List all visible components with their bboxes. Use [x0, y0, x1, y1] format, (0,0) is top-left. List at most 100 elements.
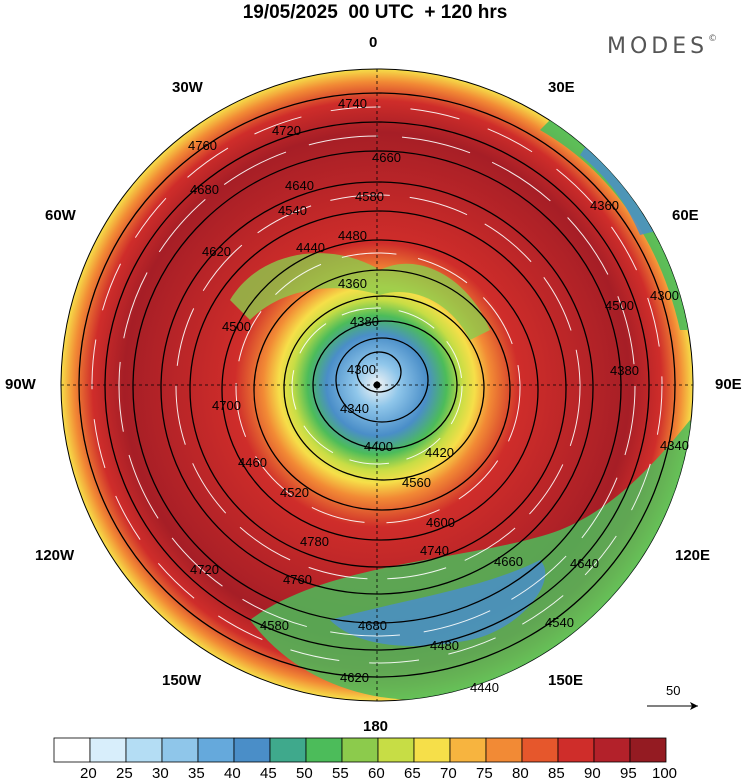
contour-label: 4680 [358, 618, 387, 633]
colorbar-label: 95 [620, 765, 637, 782]
reference-vector-label: 50 [666, 683, 681, 698]
colorbar-swatch [557, 737, 595, 763]
contour-label: 4300 [347, 362, 376, 377]
colorbar-label: 20 [80, 765, 97, 782]
contour-label: 4760 [188, 138, 217, 153]
colorbar-label: 75 [476, 765, 493, 782]
colorbar-swatch [593, 737, 631, 763]
colorbar-swatch [305, 737, 343, 763]
colorbar-swatch [449, 737, 487, 763]
contour-label: 4480 [430, 638, 459, 653]
contour-label: 4780 [300, 534, 329, 549]
colorbar-label: 100 [652, 765, 678, 782]
contour-label: 4500 [222, 319, 251, 334]
lon-label-90w: 90W [5, 376, 36, 393]
contour-label: 4380 [610, 363, 639, 378]
colorbar-label: 65 [404, 765, 421, 782]
contour-label: 4300 [650, 288, 679, 303]
brand-mark: © [708, 34, 718, 44]
lon-label-30e: 30E [548, 79, 575, 96]
lon-label-60e: 60E [672, 207, 699, 224]
contour-label: 4660 [494, 554, 523, 569]
contour-label: 4680 [190, 182, 219, 197]
colorbar-swatch [485, 737, 523, 763]
lon-label-120w: 120W [35, 547, 75, 564]
contour-label: 4520 [280, 485, 309, 500]
contour-label: 4340 [660, 438, 689, 453]
lon-label-90e: 90E [715, 376, 742, 393]
lon-label-60w: 60W [45, 207, 76, 224]
colorbar-swatch [233, 737, 271, 763]
colorbar-swatch [521, 737, 559, 763]
colorbar-swatch [89, 737, 127, 763]
colorbar-label: 40 [224, 765, 241, 782]
colorbar-label: 50 [296, 765, 313, 782]
colorbar-label: 30 [152, 765, 169, 782]
lon-label-0: 0 [369, 34, 378, 51]
contour-label: 4620 [202, 244, 231, 259]
colorbar-label: 25 [116, 765, 133, 782]
contour-label: 4720 [190, 562, 219, 577]
contour-label: 4460 [238, 455, 267, 470]
lon-label-150e: 150E [548, 672, 584, 689]
colorbar-swatch [161, 737, 199, 763]
contour-label: 4640 [285, 178, 314, 193]
colorbar-swatch [125, 737, 163, 763]
contour-label: 4420 [425, 445, 454, 460]
contour-label-layer: 4740 4720 4760 4660 4640 4580 4680 4480 4540 4620… [188, 96, 689, 695]
colorbar-label: 35 [188, 765, 205, 782]
lon-label-150w: 150W [162, 672, 202, 689]
jet-core-pacific [330, 560, 546, 646]
brand-name: MODES [607, 34, 709, 59]
contour-label: 4580 [355, 189, 384, 204]
colorbar-swatch [341, 737, 379, 763]
vortex-edge-green [230, 253, 490, 340]
colorbar-swatch [197, 737, 235, 763]
contour-label: 4540 [545, 615, 574, 630]
contour-label: 4660 [372, 150, 401, 165]
lon-label-180: 180 [363, 718, 389, 735]
contour-label: 4380 [350, 314, 379, 329]
colorbar-swatch [53, 737, 91, 763]
contour-label: 4360 [590, 198, 619, 213]
contour-label: 4440 [470, 680, 499, 695]
colorbar-label: 60 [368, 765, 385, 782]
colorbar [53, 737, 667, 763]
contour-label: 4740 [420, 543, 449, 558]
contour-label: 4540 [278, 203, 307, 218]
ridge-east-blue [580, 140, 660, 235]
colorbar-label: 80 [512, 765, 529, 782]
colorbar-swatch [629, 737, 667, 763]
contour-label: 4620 [340, 670, 369, 685]
brand-logo: MODES© [607, 34, 717, 59]
colorbar-label: 70 [440, 765, 457, 782]
colorbar-label: 45 [260, 765, 277, 782]
contour-label: 4560 [402, 475, 431, 490]
pole-marker [373, 381, 381, 389]
lon-label-120e: 120E [675, 547, 711, 564]
colorbar-swatch [413, 737, 451, 763]
contour-label: 4500 [605, 298, 634, 313]
lon-label-30w: 30W [172, 79, 203, 96]
contour-label: 4360 [338, 276, 367, 291]
contour-label: 4440 [296, 240, 325, 255]
contour-label: 4480 [338, 228, 367, 243]
colorbar-swatch [269, 737, 307, 763]
colorbar-swatch [377, 737, 415, 763]
contour-label: 4400 [364, 439, 393, 454]
contour-label: 4640 [570, 556, 599, 571]
contour-label: 4700 [212, 398, 241, 413]
colorbar-label: 85 [548, 765, 565, 782]
contour-label: 4740 [338, 96, 367, 111]
colorbar-label: 90 [584, 765, 601, 782]
contour-label: 4340 [340, 401, 369, 416]
map-title: 19/05/2025 00 UTC + 120 hrs [242, 2, 508, 23]
contour-label: 4760 [283, 572, 312, 587]
contour-label: 4720 [272, 123, 301, 138]
colorbar-label: 55 [332, 765, 349, 782]
contour-label: 4600 [426, 515, 455, 530]
contour-lines [78, 92, 676, 678]
reference-vector [647, 702, 698, 710]
contour-label: 4580 [260, 618, 289, 633]
